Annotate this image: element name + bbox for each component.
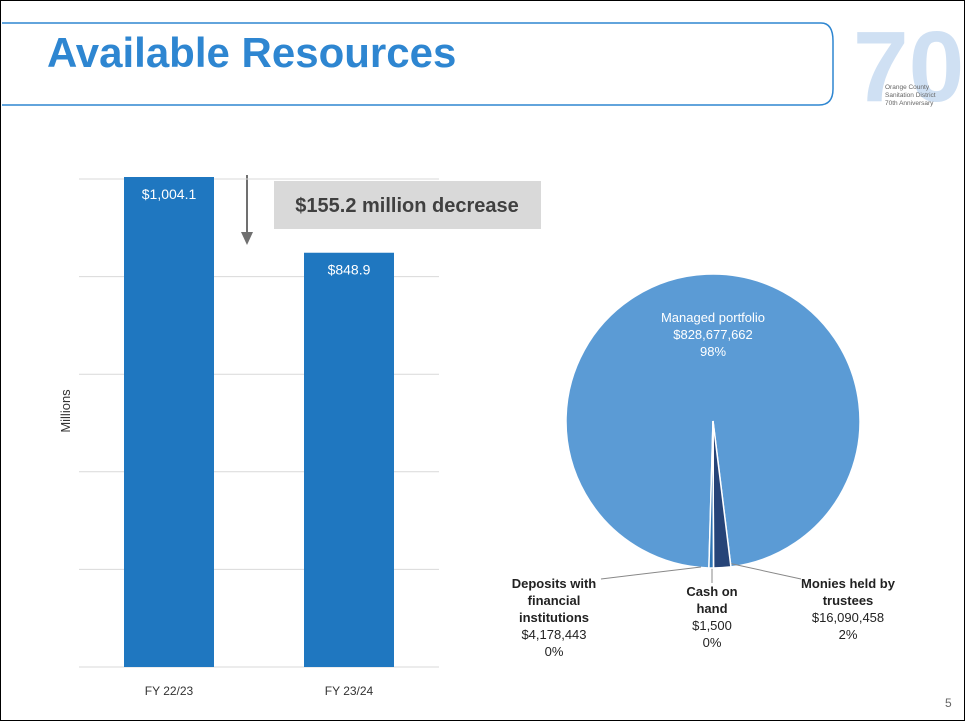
category-label: Managed portfolio bbox=[660, 310, 766, 325]
leader-line bbox=[600, 566, 702, 580]
pie-slice bbox=[708, 420, 715, 569]
x-tick-label: FY 23/24 bbox=[325, 684, 374, 698]
arrow-head bbox=[241, 232, 253, 245]
value-label: $4,178,443 bbox=[521, 627, 587, 642]
value-label: $1,500 bbox=[692, 618, 732, 633]
value-label: $848.9 bbox=[328, 262, 371, 278]
logo-mark: 70 bbox=[853, 11, 964, 123]
category-label: Deposits with financial institutions bbox=[511, 576, 597, 625]
bar bbox=[124, 176, 214, 667]
value-label: $828,677,662 bbox=[673, 327, 753, 342]
percent-label: 2% bbox=[838, 627, 858, 642]
category-label: Cash on hand bbox=[686, 584, 738, 616]
percent-label: 98% bbox=[699, 344, 727, 359]
category-label: Monies held by trustees bbox=[801, 576, 895, 608]
value-label: $1,004.1 bbox=[142, 186, 197, 202]
logo-text: Orange County bbox=[885, 84, 930, 91]
y-axis-label: Millions bbox=[58, 389, 73, 433]
x-tick-label: FY 22/23 bbox=[145, 684, 194, 698]
percent-label: 0% bbox=[702, 635, 722, 650]
pie-label: Cash on hand $1,500 0% bbox=[679, 583, 745, 651]
pie-label: Monies held by trustees $16,090,458 2% bbox=[797, 575, 899, 643]
pie-label: Deposits with financial institutions $4,… bbox=[498, 575, 610, 660]
title-bar bbox=[2, 22, 834, 106]
page-number: 5 bbox=[945, 696, 952, 710]
bar bbox=[304, 252, 394, 667]
slide-title: Available Resources bbox=[47, 29, 456, 76]
logo-text: 70th Anniversary bbox=[885, 100, 934, 107]
value-label: $16,090,458 bbox=[811, 610, 885, 625]
pie-label: Managed portfolio $828,677,662 98% bbox=[653, 309, 773, 360]
logo-text: Sanitation District bbox=[885, 92, 936, 99]
leader-line bbox=[727, 562, 802, 580]
percent-label: 0% bbox=[544, 644, 564, 659]
annotation-box bbox=[274, 181, 541, 229]
annotation: $155.2 million decrease bbox=[295, 195, 518, 217]
